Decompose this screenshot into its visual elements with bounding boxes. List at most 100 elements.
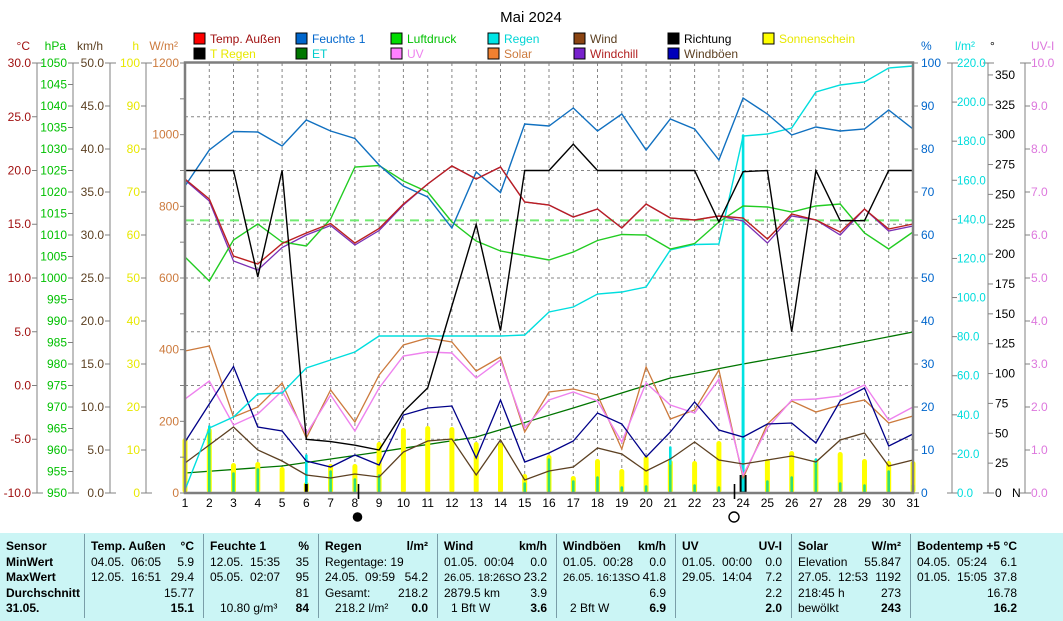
svg-text:200: 200 (995, 247, 1015, 261)
svg-text:5: 5 (279, 496, 286, 510)
svg-text:20.0: 20.0 (81, 314, 105, 328)
svg-text:3: 3 (230, 496, 237, 510)
svg-text:200.0: 200.0 (957, 97, 986, 109)
svg-text:Regen: Regen (504, 32, 539, 46)
svg-text:3.0: 3.0 (1031, 357, 1048, 371)
svg-text:%: % (921, 39, 932, 53)
svg-text:1045: 1045 (40, 78, 67, 92)
svg-text:8: 8 (352, 496, 359, 510)
svg-text:0: 0 (133, 486, 140, 500)
svg-text:1010: 1010 (40, 228, 67, 242)
svg-text:W/m²: W/m² (149, 39, 178, 53)
svg-text:1040: 1040 (40, 99, 67, 113)
svg-text:29: 29 (858, 496, 872, 510)
svg-text:40.0: 40.0 (81, 142, 105, 156)
svg-text:990: 990 (47, 314, 67, 328)
svg-text:20.0: 20.0 (8, 164, 32, 178)
svg-text:180.0: 180.0 (957, 136, 986, 148)
svg-text:25: 25 (995, 456, 1009, 470)
svg-text:11: 11 (421, 496, 434, 510)
svg-text:1.0: 1.0 (1031, 443, 1048, 457)
svg-text:35.0: 35.0 (81, 185, 105, 199)
svg-text:Temp. Außen: Temp. Außen (210, 32, 281, 46)
svg-text:220.0: 220.0 (957, 58, 986, 70)
svg-text:26: 26 (785, 496, 799, 510)
svg-text:10: 10 (127, 443, 141, 457)
svg-text:20: 20 (127, 400, 141, 414)
svg-text:Feuchte 1: Feuchte 1 (312, 32, 366, 46)
svg-text:2.0: 2.0 (1031, 400, 1048, 414)
svg-text:6: 6 (303, 496, 310, 510)
svg-text:150: 150 (995, 307, 1015, 321)
svg-text:70: 70 (127, 185, 141, 199)
svg-text:1015: 1015 (40, 207, 67, 221)
svg-text:0: 0 (995, 486, 1002, 500)
svg-text:10: 10 (397, 496, 411, 510)
svg-text:985: 985 (47, 336, 67, 350)
svg-text:120.0: 120.0 (957, 254, 986, 266)
svg-text:23: 23 (712, 496, 726, 510)
svg-text:30: 30 (127, 357, 141, 371)
svg-text:40.0: 40.0 (957, 410, 979, 422)
svg-text:350: 350 (995, 68, 1015, 82)
svg-text:60.0: 60.0 (957, 371, 979, 383)
svg-text:40: 40 (921, 314, 935, 328)
svg-text:20.0: 20.0 (957, 449, 979, 461)
svg-text:960: 960 (47, 443, 67, 457)
svg-text:Sonnenschein: Sonnenschein (779, 32, 855, 46)
svg-text:l/m²: l/m² (955, 39, 975, 53)
svg-text:965: 965 (47, 422, 67, 436)
svg-text:6.0: 6.0 (1031, 228, 1048, 242)
svg-text:980: 980 (47, 357, 67, 371)
svg-text:5.0: 5.0 (1031, 271, 1048, 285)
svg-text:0.0: 0.0 (957, 488, 973, 500)
svg-text:Solar: Solar (504, 47, 532, 61)
svg-text:5.0: 5.0 (87, 443, 104, 457)
svg-text:8.0: 8.0 (1031, 142, 1048, 156)
svg-text:9: 9 (376, 496, 383, 510)
svg-text:20: 20 (639, 496, 653, 510)
svg-text:km/h: km/h (77, 39, 103, 53)
svg-text:20: 20 (921, 400, 935, 414)
svg-text:600: 600 (159, 271, 179, 285)
svg-text:12: 12 (445, 496, 459, 510)
svg-text:1: 1 (182, 496, 189, 510)
svg-text:7.0: 7.0 (1031, 185, 1048, 199)
svg-text:-5.0: -5.0 (10, 432, 31, 446)
svg-text:160.0: 160.0 (957, 175, 986, 187)
svg-text:28: 28 (834, 496, 848, 510)
svg-text:4.0: 4.0 (1031, 314, 1048, 328)
svg-text:24: 24 (736, 496, 750, 510)
svg-text:1030: 1030 (40, 142, 67, 156)
svg-text:Luftdruck: Luftdruck (407, 32, 457, 46)
svg-text:175: 175 (995, 277, 1015, 291)
svg-text:25: 25 (761, 496, 775, 510)
svg-text:80.0: 80.0 (957, 332, 979, 344)
svg-text:970: 970 (47, 400, 67, 414)
svg-text:1005: 1005 (40, 250, 67, 264)
svg-text:ET: ET (312, 47, 328, 61)
svg-text:15.0: 15.0 (81, 357, 105, 371)
svg-text:13: 13 (470, 496, 484, 510)
svg-text:30.0: 30.0 (81, 228, 105, 242)
svg-text:10.0: 10.0 (81, 400, 105, 414)
svg-text:31: 31 (906, 496, 920, 510)
svg-text:955: 955 (47, 465, 67, 479)
svg-text:19: 19 (615, 496, 629, 510)
svg-text:1025: 1025 (40, 164, 67, 178)
svg-text:h: h (132, 39, 139, 53)
svg-text:UV: UV (407, 47, 424, 61)
svg-text:90: 90 (921, 99, 935, 113)
svg-text:Richtung: Richtung (684, 32, 731, 46)
svg-text:5.0: 5.0 (14, 325, 31, 339)
svg-text:10.0: 10.0 (8, 271, 32, 285)
svg-text:0: 0 (172, 486, 179, 500)
svg-text:800: 800 (159, 199, 179, 213)
svg-text:4: 4 (254, 496, 261, 510)
svg-text:30: 30 (882, 496, 896, 510)
svg-text:200: 200 (159, 414, 179, 428)
svg-text:30: 30 (921, 357, 935, 371)
svg-text:140.0: 140.0 (957, 214, 986, 226)
svg-text:1000: 1000 (40, 271, 67, 285)
svg-text:50: 50 (995, 426, 1009, 440)
